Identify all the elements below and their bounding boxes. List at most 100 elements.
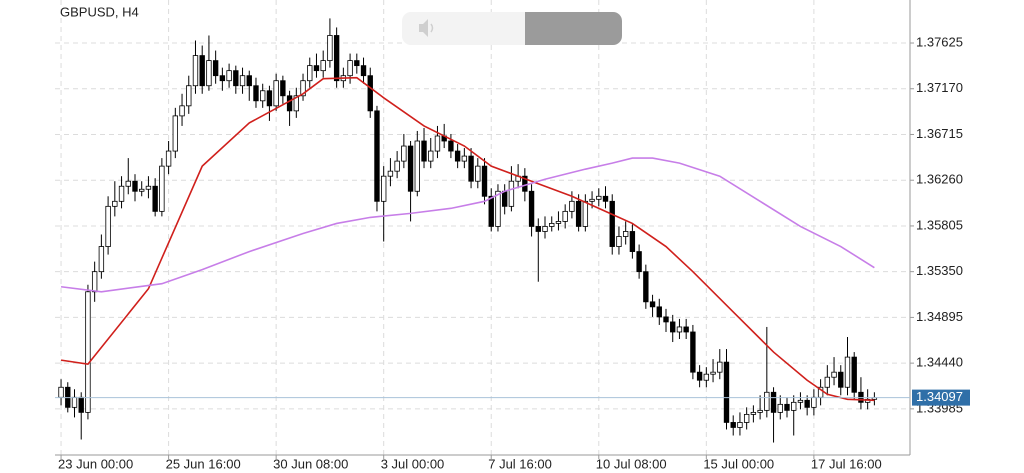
x-tick-label: 30 Jun 08:00 bbox=[273, 456, 348, 471]
candle-body bbox=[569, 200, 575, 212]
candle-body bbox=[797, 399, 804, 403]
x-tick-label: 7 Jul 16:00 bbox=[488, 456, 552, 471]
candle-body bbox=[589, 198, 595, 202]
candle-body bbox=[313, 65, 320, 72]
candle-body bbox=[609, 200, 615, 247]
chart-title: GBPUSD, H4 bbox=[60, 4, 139, 19]
candle-body bbox=[696, 371, 703, 381]
candle-body bbox=[78, 396, 84, 413]
candle-body bbox=[421, 140, 427, 162]
candle-body bbox=[192, 55, 199, 87]
candle-body bbox=[764, 391, 770, 411]
candle-body bbox=[172, 115, 179, 152]
candle-body bbox=[528, 190, 535, 227]
candle-body bbox=[300, 80, 306, 97]
candle-body bbox=[401, 145, 407, 162]
candle-body bbox=[475, 165, 481, 182]
candle-body bbox=[91, 271, 98, 293]
candle-body bbox=[730, 422, 736, 428]
candle-body bbox=[535, 226, 541, 232]
sound-overlay bbox=[402, 12, 622, 45]
candle-body bbox=[683, 326, 689, 333]
candle-body bbox=[562, 210, 568, 222]
candle-body bbox=[206, 60, 212, 87]
y-tick-label: 1.34440 bbox=[916, 355, 963, 370]
candle-body bbox=[179, 105, 185, 117]
candle-body bbox=[98, 246, 105, 273]
y-tick-label: 1.35350 bbox=[916, 263, 963, 278]
candle-body bbox=[139, 188, 145, 192]
candle-body bbox=[112, 200, 118, 207]
candle-body bbox=[717, 361, 723, 373]
candle-body bbox=[791, 401, 797, 411]
candle-body bbox=[280, 80, 286, 97]
candle-body bbox=[804, 399, 810, 408]
candle-body bbox=[743, 413, 750, 423]
candle-body bbox=[374, 110, 380, 202]
candle-body bbox=[495, 190, 501, 227]
candle-body bbox=[233, 70, 239, 87]
y-tick-label: 1.37625 bbox=[916, 34, 963, 49]
current-price-label: 1.34097 bbox=[916, 389, 963, 404]
candle-body bbox=[750, 411, 757, 415]
candle-body bbox=[710, 371, 716, 375]
candle-body bbox=[105, 205, 111, 247]
candle-body bbox=[186, 85, 192, 107]
candle-body bbox=[575, 200, 582, 227]
candle-body bbox=[501, 190, 508, 207]
candle-body bbox=[307, 65, 313, 82]
candle-body bbox=[333, 35, 340, 82]
candle-body bbox=[407, 145, 414, 192]
candle-body bbox=[508, 180, 515, 207]
candle-body bbox=[152, 185, 158, 212]
candle-body bbox=[327, 35, 333, 62]
candle-body bbox=[428, 150, 434, 162]
candle-body bbox=[770, 391, 777, 413]
candle-body bbox=[757, 409, 763, 413]
moving-average-line bbox=[60, 76, 875, 402]
candle-body bbox=[656, 306, 662, 318]
candle-body bbox=[212, 60, 219, 77]
candle-body bbox=[85, 291, 91, 413]
candle-body bbox=[851, 356, 857, 393]
candle-body bbox=[596, 195, 602, 200]
candle-body bbox=[260, 90, 266, 102]
candle-body bbox=[468, 155, 474, 182]
candle-body bbox=[663, 316, 669, 323]
candle-body bbox=[381, 175, 387, 202]
candle-body bbox=[132, 180, 138, 192]
candle-body bbox=[226, 70, 232, 82]
candle-body bbox=[824, 376, 831, 388]
candle-body bbox=[481, 165, 488, 197]
candle-body bbox=[549, 223, 555, 227]
candle-body bbox=[58, 386, 64, 398]
grid bbox=[55, 0, 910, 455]
candle-body bbox=[488, 195, 494, 227]
moving-average-line bbox=[60, 157, 875, 293]
candle-body bbox=[582, 200, 589, 227]
candle-body bbox=[454, 150, 461, 162]
y-tick-label: 1.34895 bbox=[916, 309, 963, 324]
candle-body bbox=[448, 140, 454, 152]
candle-body bbox=[723, 361, 730, 423]
y-tick-label: 1.36715 bbox=[916, 126, 963, 141]
candle-body bbox=[239, 75, 246, 87]
candle-body bbox=[286, 95, 293, 112]
x-tick-label: 3 Jul 00:00 bbox=[381, 456, 445, 471]
candle-body bbox=[125, 180, 131, 187]
candle-body bbox=[165, 150, 172, 167]
candle-body bbox=[461, 155, 468, 162]
candle-body bbox=[253, 85, 259, 102]
candle-body bbox=[838, 371, 844, 388]
y-tick-label: 1.36260 bbox=[916, 172, 963, 187]
candle-body bbox=[387, 170, 394, 177]
x-tick-label: 23 Jun 00:00 bbox=[58, 456, 133, 471]
candle-body bbox=[367, 75, 373, 112]
candle-body bbox=[670, 321, 676, 333]
y-tick-label: 1.37170 bbox=[916, 80, 963, 95]
candle-body bbox=[649, 301, 656, 308]
x-tick-label: 10 Jul 08:00 bbox=[596, 456, 667, 471]
candle-body bbox=[844, 356, 851, 388]
